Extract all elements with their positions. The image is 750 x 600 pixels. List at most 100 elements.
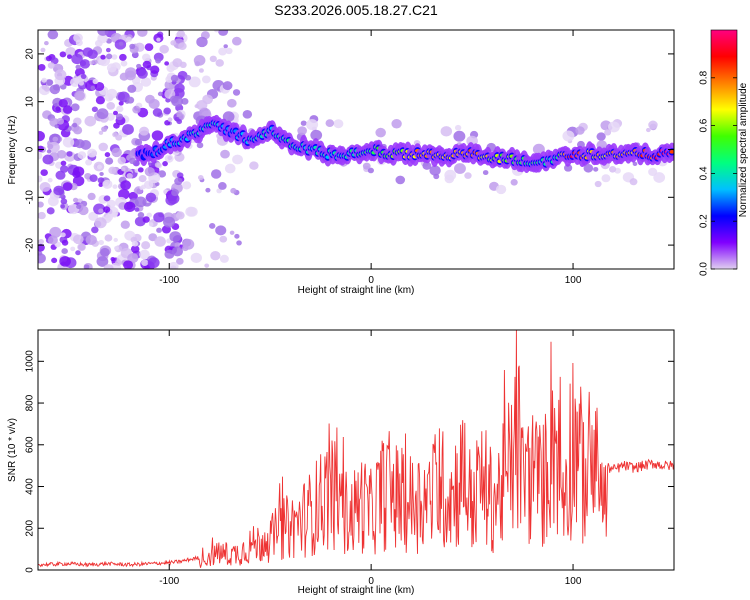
heatmap-noise-blob — [102, 206, 111, 213]
heatmap-noise-blob — [60, 160, 67, 166]
heatmap-noise-blob — [144, 43, 154, 52]
heatmap-noise-blob — [222, 111, 235, 122]
heatmap-noise-blob — [85, 159, 93, 166]
heatmap-noise-blob — [181, 98, 189, 105]
heatmap-noise-blob — [47, 235, 58, 245]
heatmap-noise-blob — [114, 245, 119, 251]
heatmap-noise-blob — [62, 182, 73, 191]
heatmap-noise-blob — [85, 234, 97, 246]
heatmap-noise-blob — [38, 63, 46, 71]
heatmap-noise-blob — [632, 161, 638, 167]
spectrogram-x-tick-label: 100 — [565, 275, 582, 286]
heatmap-noise-blob — [604, 129, 612, 136]
heatmap-noise-blob — [325, 119, 335, 127]
heatmap-noise-blob — [139, 249, 150, 260]
heatmap-noise-blob — [106, 63, 117, 73]
snr-y-tick-label: 600 — [25, 436, 36, 453]
heatmap-noise-blob — [123, 201, 136, 213]
heatmap-noise-blob — [184, 74, 192, 81]
heatmap-noise-blob — [166, 64, 175, 73]
heatmap-noise-blob — [59, 256, 71, 267]
heatmap-noise-blob — [224, 163, 236, 174]
spectrogram-y-tick-label: 20 — [25, 48, 36, 60]
heatmap-noise-blob — [89, 174, 98, 182]
colorbar-tick-label: 0.6 — [699, 118, 710, 132]
heatmap-noise-blob — [202, 94, 214, 105]
spectrogram-x-ticks: -100 0 100 — [159, 30, 582, 286]
heatmap-noise-blob — [119, 53, 127, 61]
heatmap-noise-blob — [510, 179, 518, 186]
heatmap-noise-blob — [164, 154, 174, 163]
heatmap-noise-blob — [395, 175, 406, 185]
heatmap-noise-blob — [62, 105, 73, 114]
heatmap-noise-blob — [215, 59, 224, 67]
heatmap-noise-blob — [219, 235, 228, 243]
spectrogram-y-tick-label: 10 — [25, 96, 36, 108]
heatmap-ridge — [134, 114, 674, 174]
heatmap-noise-blob — [55, 170, 66, 180]
heatmap-noise-blob — [126, 172, 133, 179]
heatmap-noise-blob — [131, 240, 139, 247]
heatmap-noise-blob — [583, 163, 594, 173]
heatmap-noise-blob — [111, 147, 122, 158]
heatmap-noise-blob — [111, 54, 118, 60]
heatmap-noise-blob — [148, 98, 160, 109]
heatmap-noise-blob — [80, 140, 92, 150]
heatmap-noise-blob — [134, 168, 139, 173]
spectrogram-x-tick-label: 0 — [368, 275, 374, 286]
snr-y-tick-label: 0 — [25, 567, 36, 573]
heatmap-noise-blob — [146, 212, 153, 218]
heatmap-noise-blob — [53, 185, 65, 196]
heatmap-noise-blob — [225, 47, 233, 55]
heatmap-noise-blob — [98, 142, 108, 152]
heatmap-noise-blob — [60, 204, 66, 209]
heatmap-noise-blob — [232, 36, 242, 46]
colorbar: 0.0 0.2 0.4 0.6 0.8 Normalized spectral ampl… — [699, 29, 749, 276]
heatmap-noise-blob — [223, 44, 228, 49]
heatmap-noise-blob — [127, 84, 137, 93]
heatmap-noise-blob — [76, 204, 82, 210]
heatmap-noise-blob — [167, 193, 180, 205]
snr-x-ticks: -100 0 100 — [159, 330, 582, 587]
heatmap-noise-blob — [112, 184, 118, 189]
heatmap-noise-blob — [170, 74, 179, 82]
heatmap-noise-blob — [102, 179, 113, 189]
heatmap-noise-blob — [96, 164, 102, 170]
heatmap-noise-blob — [87, 49, 98, 60]
spectrogram-y-ticks: -20 -10 0 10 20 — [25, 48, 674, 252]
heatmap-noise-blob — [210, 251, 221, 261]
heatmap-noise-blob — [138, 174, 147, 183]
heatmap-noise-blob — [38, 130, 45, 142]
heatmap-noise-blob — [128, 191, 138, 201]
heatmap-noise-blob — [54, 69, 67, 81]
snr-x-tick-label: 100 — [565, 576, 582, 587]
heatmap-noise-blob — [174, 242, 181, 248]
heatmap-noise-blob — [153, 212, 165, 223]
heatmap-noise-blob — [429, 165, 441, 176]
heatmap-noise-blob — [75, 39, 83, 46]
heatmap-noise-blob — [62, 137, 75, 148]
spectrogram-y-tick-label: -20 — [25, 237, 36, 252]
heatmap-noise-blob — [38, 175, 43, 183]
heatmap-noise-blob — [118, 41, 124, 46]
heatmap-noise-blob — [440, 126, 453, 137]
heatmap-noise-blob — [96, 108, 109, 120]
heatmap-noise-blob — [58, 99, 68, 108]
heatmap-noise-blob — [120, 220, 130, 229]
heatmap-noise-blob — [134, 138, 143, 146]
heatmap-noise-blob — [154, 236, 166, 247]
heatmap-noise-blob — [532, 143, 545, 155]
heatmap-noise-blob — [174, 83, 185, 93]
heatmap-noise-blob — [242, 110, 253, 119]
heatmap-noise-blob — [117, 156, 127, 165]
heatmap-noise-blob — [185, 206, 197, 217]
heatmap-noise-blob — [104, 152, 111, 158]
heatmap-noise-blob — [155, 58, 162, 64]
heatmap-noise-blob — [495, 184, 507, 195]
heatmap-noise-blob — [150, 65, 160, 74]
heatmap-noise-blob — [134, 207, 140, 212]
heatmap-noise-blob — [38, 253, 46, 264]
heatmap-noise-blob — [209, 223, 216, 229]
heatmap-noise-blob — [182, 238, 195, 250]
snr-y-label: SNR (10 * v/v) — [7, 418, 18, 482]
